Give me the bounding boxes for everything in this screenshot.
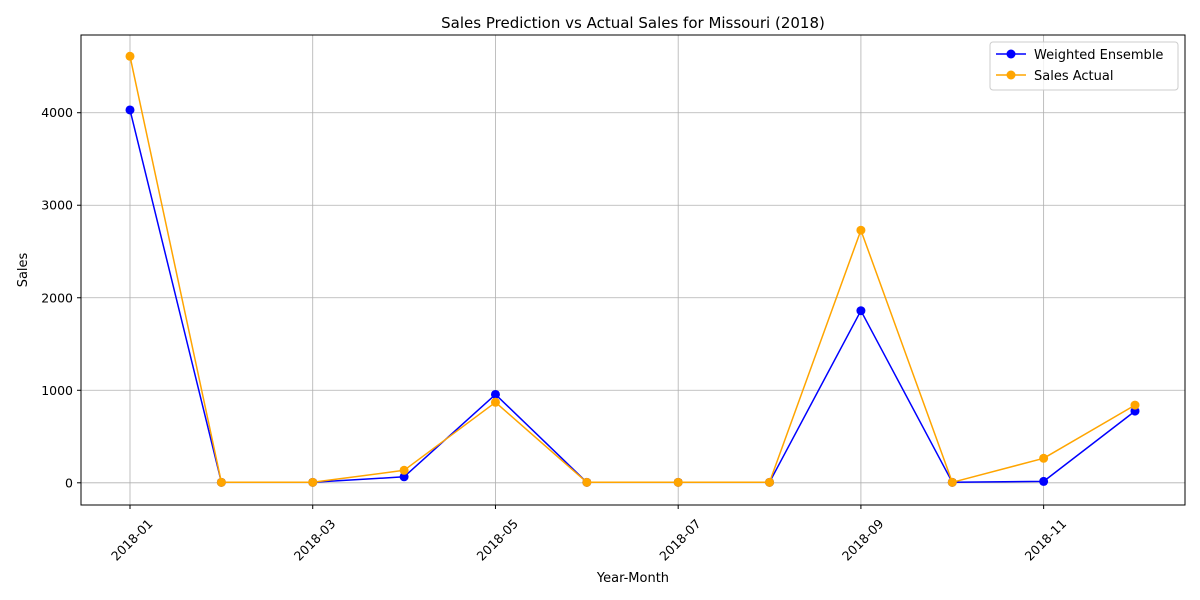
x-tick-label: 2018-05 bbox=[474, 516, 522, 564]
plot-area-frame bbox=[80, 34, 1186, 506]
legend-label-sales-actual: Sales Actual bbox=[1034, 69, 1113, 84]
data-point-weighted-ensemble bbox=[399, 472, 409, 482]
series-line-weighted-ensemble bbox=[129, 109, 1136, 484]
y-axis-ticks: 0 1000 2000 3000 4000 bbox=[41, 105, 81, 490]
data-point-sales-actual bbox=[856, 225, 866, 235]
data-point-weighted-ensemble bbox=[490, 389, 500, 399]
x-tick-label: 2018-07 bbox=[656, 516, 704, 564]
legend-label-weighted-ensemble: Weighted Ensemble bbox=[1034, 48, 1163, 63]
legend: Weighted Ensemble Sales Actual bbox=[989, 41, 1179, 91]
data-point-sales-actual bbox=[582, 477, 592, 487]
y-tick-label: 2000 bbox=[41, 290, 73, 305]
data-point-sales-actual bbox=[216, 477, 226, 487]
x-tick-label: 2018-09 bbox=[839, 516, 887, 564]
data-point-sales-actual bbox=[765, 477, 775, 487]
x-tick-label: 2018-03 bbox=[291, 516, 339, 564]
chart-title: Sales Prediction vs Actual Sales for Mis… bbox=[441, 14, 825, 32]
legend-box bbox=[989, 41, 1179, 91]
data-point-sales-actual bbox=[947, 477, 957, 487]
data-point-sales-actual bbox=[399, 465, 409, 475]
series-line-sales-actual bbox=[129, 56, 1136, 484]
data-point-sales-actual bbox=[673, 477, 683, 487]
y-tick-label: 1000 bbox=[41, 383, 73, 398]
legend-marker-sales-actual bbox=[1006, 70, 1016, 80]
y-tick-label: 4000 bbox=[41, 105, 73, 120]
data-point-sales-actual bbox=[125, 51, 135, 61]
data-point-sales-actual bbox=[490, 397, 500, 407]
legend-marker-weighted-ensemble bbox=[1006, 49, 1016, 59]
data-point-weighted-ensemble bbox=[125, 105, 135, 115]
y-tick-label: 3000 bbox=[41, 198, 73, 213]
data-point-weighted-ensemble bbox=[856, 306, 866, 316]
y-tick-label: 0 bbox=[65, 475, 73, 490]
series-lines bbox=[125, 51, 1140, 487]
data-point-weighted-ensemble bbox=[1039, 476, 1049, 486]
x-axis-ticks: 2018-01 2018-03 2018-05 2018-07 2018-09 2018-… bbox=[108, 505, 1069, 564]
data-point-sales-actual bbox=[1130, 400, 1140, 410]
y-axis-label: Sales bbox=[16, 252, 31, 287]
data-point-sales-actual bbox=[1039, 453, 1049, 463]
grid-lines bbox=[81, 35, 1185, 505]
data-point-sales-actual bbox=[308, 477, 318, 487]
x-axis-label: Year-Month bbox=[596, 571, 669, 586]
x-tick-label: 2018-11 bbox=[1022, 516, 1070, 564]
x-tick-label: 2018-01 bbox=[108, 516, 156, 564]
